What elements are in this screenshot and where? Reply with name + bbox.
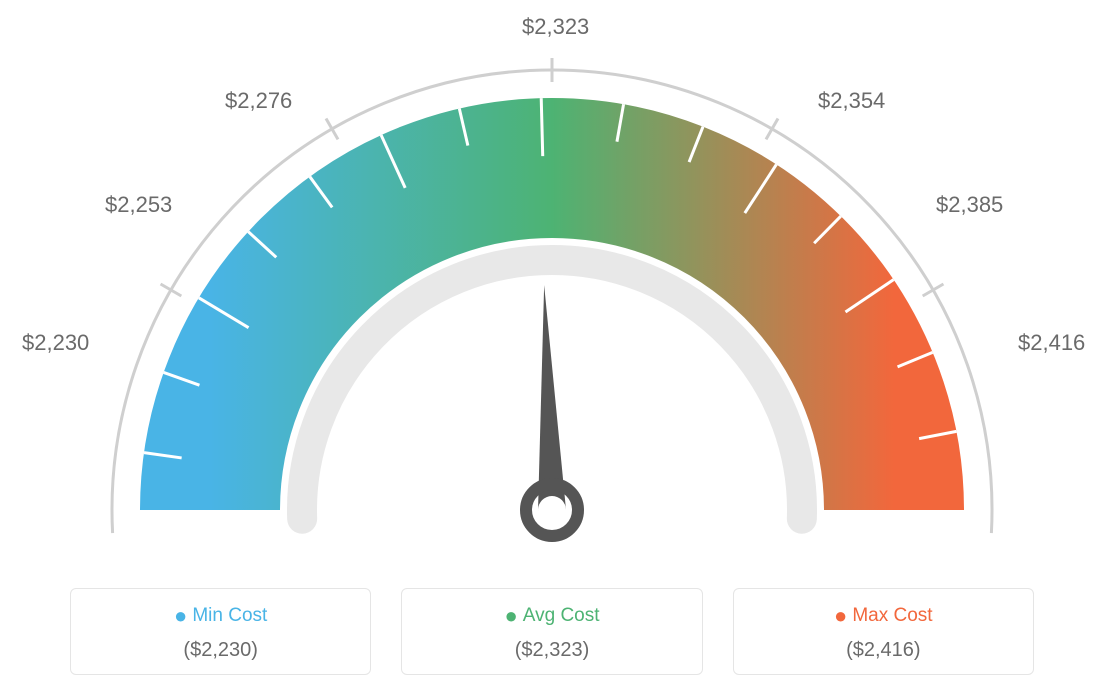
gauge-chart: $2,230 $2,253 $2,276 $2,323 $2,354 $2,385 $2,4… bbox=[0, 0, 1104, 560]
gauge-tick-label: $2,276 bbox=[225, 88, 292, 114]
outer-tick bbox=[766, 119, 778, 140]
needle bbox=[538, 285, 566, 510]
needle-hub-inner bbox=[538, 496, 566, 524]
avg-cost-label: Avg Cost bbox=[523, 605, 600, 626]
avg-cost-card: ● Avg Cost ($2,323) bbox=[401, 588, 702, 675]
min-cost-title: ●Min Cost bbox=[81, 603, 360, 629]
inner-tick bbox=[541, 98, 543, 156]
gauge-tick-label: $2,230 bbox=[22, 330, 89, 356]
gauge-tick-label: $2,416 bbox=[1018, 330, 1085, 356]
outer-tick bbox=[326, 119, 338, 140]
min-cost-card: ●Min Cost ($2,230) bbox=[70, 588, 371, 675]
max-cost-value: ($2,416) bbox=[744, 639, 1023, 662]
min-dot-icon: ● bbox=[174, 603, 187, 628]
max-cost-card: ●Max Cost ($2,416) bbox=[733, 588, 1034, 675]
max-cost-title: ●Max Cost bbox=[744, 603, 1023, 629]
gauge-svg bbox=[0, 0, 1104, 560]
gauge-tick-label: $2,253 bbox=[105, 192, 172, 218]
avg-dot-icon: ● bbox=[504, 603, 517, 628]
min-cost-value: ($2,230) bbox=[81, 639, 360, 662]
max-dot-icon: ● bbox=[834, 603, 847, 628]
gauge-tick-label: $2,323 bbox=[522, 14, 589, 40]
max-cost-label: Max Cost bbox=[852, 605, 932, 626]
outer-tick bbox=[161, 284, 182, 296]
avg-cost-value: ($2,323) bbox=[412, 639, 691, 662]
gauge-tick-label: $2,354 bbox=[818, 88, 885, 114]
avg-cost-title: ● Avg Cost bbox=[412, 603, 691, 629]
outer-tick bbox=[923, 284, 944, 296]
summary-cards: ●Min Cost ($2,230) ●Avg Cost ($2,323) ●M… bbox=[70, 588, 1034, 675]
min-cost-label: Min Cost bbox=[192, 605, 267, 626]
gauge-tick-label: $2,385 bbox=[936, 192, 1003, 218]
